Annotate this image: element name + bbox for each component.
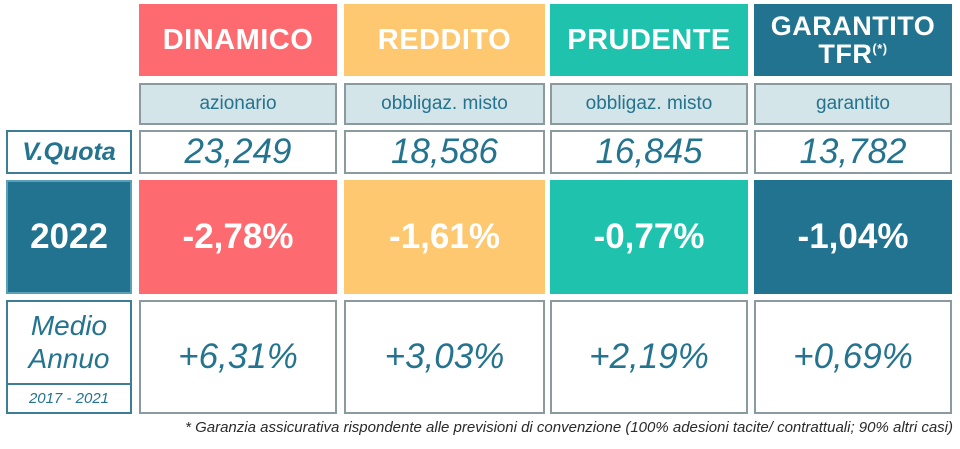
fund-name-tfr: TFR [818,39,873,69]
quota-value: 16,845 [595,132,703,171]
quota-value: 18,586 [390,132,499,171]
header-garantito: GARANTITO TFR(*) [754,4,952,76]
y2022-reddito: -1,61% [344,180,545,294]
header-prudente: PRUDENTE [550,4,748,76]
type-prudente: obbligaz. misto [550,83,748,125]
avg-reddito: +3,03% [344,300,545,414]
average-return: +3,03% [384,337,505,376]
fund-name: PRUDENTE [567,23,731,56]
average-period: 2017 - 2021 [28,390,110,407]
y2022-prudente: -0,77% [550,180,748,294]
quota-prudente: 16,845 [550,130,748,174]
average-label-box: Medio Annuo [6,300,132,383]
average-label-line2: Annuo [28,342,110,374]
row-label-text: V.Quota [22,137,116,166]
fund-name: DINAMICO [162,23,314,56]
quota-dinamico: 23,249 [139,130,337,174]
fund-name-line2: TFR(*) [818,40,887,68]
return-2022: -2,78% [182,217,294,256]
fund-name: GARANTITO [770,10,936,41]
avg-prudente: +2,19% [550,300,748,414]
header-reddito: REDDITO [344,4,545,76]
average-return: +0,69% [793,337,913,376]
quota-garantito: 13,782 [754,130,952,174]
row-label-average: Medio Annuo 2017 - 2021 [6,300,132,414]
average-label-line1: Medio [30,310,108,342]
return-2022: -0,77% [593,217,705,256]
fund-type: obbligaz. misto [585,93,713,114]
type-dinamico: azionario [139,83,337,125]
row-label-quota: V.Quota [6,130,132,174]
average-period-box: 2017 - 2021 [6,383,132,414]
fund-name: REDDITO [377,23,512,56]
quota-value: 23,249 [184,132,292,171]
y2022-garantito: -1,04% [754,180,952,294]
type-garantito: garantito [754,83,952,125]
y2022-dinamico: -2,78% [139,180,337,294]
footnote-marker: (*) [872,41,888,56]
average-return: +6,31% [178,337,298,376]
fund-type: azionario [199,93,277,114]
avg-dinamico: +6,31% [139,300,337,414]
avg-garantito: +0,69% [754,300,952,414]
return-2022: -1,04% [797,217,909,256]
row-label-2022: 2022 [6,180,132,294]
row-label-text: 2022 [30,217,108,256]
fund-type: garantito [816,93,890,114]
quota-value: 13,782 [799,132,907,171]
header-dinamico: DINAMICO [139,4,337,76]
footnote: * Garanzia assicurativa rispondente alle… [185,419,953,436]
return-2022: -1,61% [389,217,500,256]
quota-reddito: 18,586 [344,130,545,174]
type-reddito: obbligaz. misto [344,83,545,125]
average-return: +2,19% [589,337,709,376]
fund-type: obbligaz. misto [381,93,508,114]
